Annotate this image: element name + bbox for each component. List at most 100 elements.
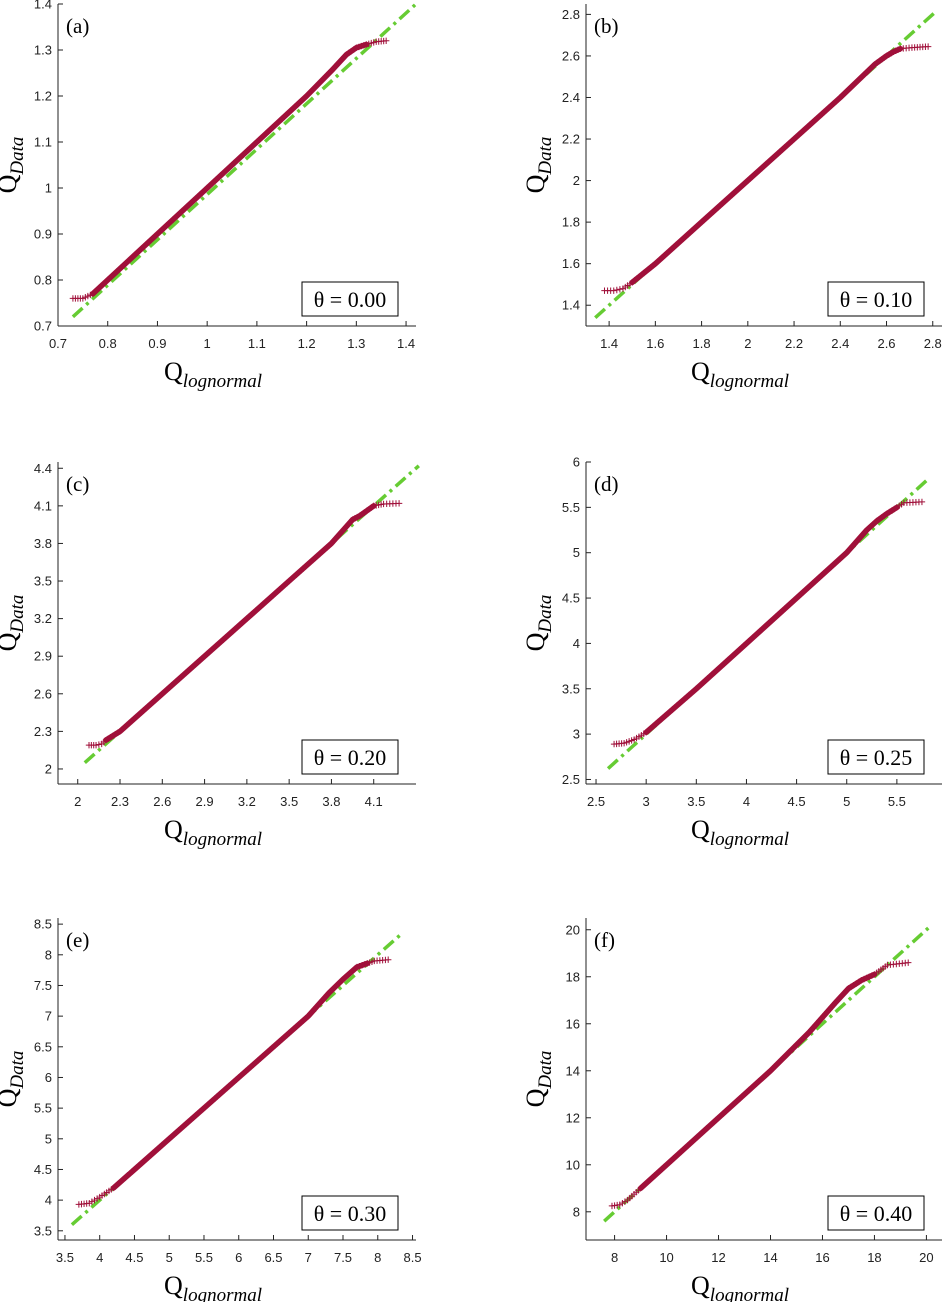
x-tick-label: 8 [374,1250,381,1265]
y-tick-label: 8 [45,947,52,962]
theta-label: θ = 0.20 [314,745,386,770]
x-tick-label: 6 [235,1250,242,1265]
y-tick-label: 1 [45,181,52,196]
y-tick-label: 3 [573,727,580,742]
x-tick-label: 3 [643,794,650,809]
y-tick-label: 0.8 [34,273,52,288]
x-tick-label: 3.5 [687,794,705,809]
data-marker [382,37,390,44]
data-marker [395,500,403,507]
x-tick-label: 0.7 [49,336,67,351]
x-tick-label: 4.5 [125,1250,143,1265]
x-tick-label: 2.3 [111,794,129,809]
panel-label: (c) [66,472,89,496]
data-markers [601,43,932,294]
x-tick-label: 5 [843,794,850,809]
data-marker [905,959,912,966]
x-tick-label: 12 [711,1250,725,1265]
qq-panel-1: 0.7 0.8 0.9 1 1.1 1.2 1.3 1.4 0.7 0.8 0.9 1 1.1 1.2 1.… [0,0,418,392]
qq-panel-3: 2 2.3 2.6 2.9 3.2 3.5 3.8 4.1 2 2.3 2.6 2.9 3.2 3.5 3.… [0,461,420,850]
x-tick-label: 7.5 [334,1250,352,1265]
x-tick-label: 2.6 [153,794,171,809]
panel-label: (d) [594,472,619,496]
theta-box [827,281,925,317]
y-tick-label: 1.3 [34,43,52,58]
theta-box [827,739,925,775]
y-tick-label: 10 [566,1157,580,1172]
panel-label: (a) [66,14,89,38]
y-tick-label: 2 [573,173,580,188]
x-tick-label: 0.9 [148,336,166,351]
y-tick-label: 3.2 [34,611,52,626]
x-tick-label: 1.3 [347,336,365,351]
x-axis-label: Qlognormal [164,357,262,392]
x-tick-label: 1.4 [600,336,618,351]
theta-box [301,281,399,317]
y-tick-label: 3.8 [34,536,52,551]
x-tick-label: 2.9 [196,794,214,809]
y-tick-label: 2.6 [562,48,580,63]
x-tick-label: 18 [867,1250,881,1265]
x-tick-label: 3.8 [322,794,340,809]
y-axis-label: QData [0,1051,28,1108]
x-tick-label: 0.8 [99,336,117,351]
x-tick-label: 16 [815,1250,829,1265]
x-tick-label: 4 [96,1250,103,1265]
theta-box [827,1195,925,1231]
y-tick-label: 1.2 [34,89,52,104]
y-tick-label: 18 [566,969,580,984]
y-axis-label: QData [521,595,556,652]
y-tick-label: 5 [573,545,580,560]
qq-panel-4: 2.5 3 3.5 4 4.5 5 5.5 2.5 3 3.5 4 4.5 5 5.5 6 (d) θ = 0.… [521,455,942,850]
y-tick-label: 3.5 [34,1223,52,1238]
x-tick-label: 2.6 [877,336,895,351]
y-tick-label: 6 [45,1070,52,1085]
theta-label: θ = 0.25 [840,745,912,770]
x-tick-label: 1.2 [298,336,316,351]
data-markers [75,956,392,1208]
x-tick-label: 1.4 [397,336,415,351]
theta-box [301,1195,399,1231]
y-tick-label: 2.6 [34,686,52,701]
x-axis-label: Qlognormal [691,815,789,850]
y-tick-label: 1.6 [562,256,580,271]
x-tick-label: 1.8 [693,336,711,351]
y-tick-label: 4.5 [34,1162,52,1177]
x-tick-label: 10 [659,1250,673,1265]
x-tick-label: 2.5 [587,794,605,809]
panel-label: (f) [594,928,615,952]
x-tick-label: 2.2 [785,336,803,351]
x-tick-label: 8.5 [403,1250,421,1265]
y-tick-label: 4 [573,636,580,651]
x-tick-label: 20 [919,1250,933,1265]
x-tick-label: 4.5 [788,794,806,809]
x-tick-label: 2.8 [924,336,942,351]
y-axis-label: QData [521,1051,556,1108]
qq-panel-2: 1.4 1.6 1.8 2 2.2 2.4 2.6 2.8 1.4 1.6 1.8 2 2.2 2.4 2.… [521,4,942,392]
x-tick-label: 8 [611,1250,618,1265]
x-tick-label: 2 [744,336,751,351]
x-tick-label: 7 [305,1250,312,1265]
data-marker [95,741,103,748]
data-marker [918,498,926,506]
x-tick-label: 3.5 [56,1250,74,1265]
y-tick-label: 2.9 [34,649,52,664]
x-tick-label: 4 [743,794,750,809]
y-tick-label: 5.5 [34,1101,52,1116]
x-tick-label: 3.5 [280,794,298,809]
qq-panel-5: 3.5 4 4.5 5 5.5 6 6.5 7 7.5 8 8.5 3.5 4 4.5 5 5.5 6 6.5 7 7… [0,917,422,1302]
y-tick-label: 6 [573,455,580,470]
y-axis-label: QData [0,137,28,194]
x-axis-label: Qlognormal [691,357,789,392]
y-tick-label: 7 [45,1009,52,1024]
y-axis-label: QData [0,595,28,652]
x-tick-label: 1.6 [646,336,664,351]
y-tick-label: 2.4 [562,90,580,105]
x-axis-label: Qlognormal [691,1271,789,1302]
y-tick-label: 2.3 [34,724,52,739]
y-tick-label: 16 [566,1016,580,1031]
y-tick-label: 6.5 [34,1039,52,1054]
theta-label: θ = 0.10 [840,287,912,312]
y-tick-label: 14 [566,1063,580,1078]
y-axis-label: QData [521,137,556,194]
